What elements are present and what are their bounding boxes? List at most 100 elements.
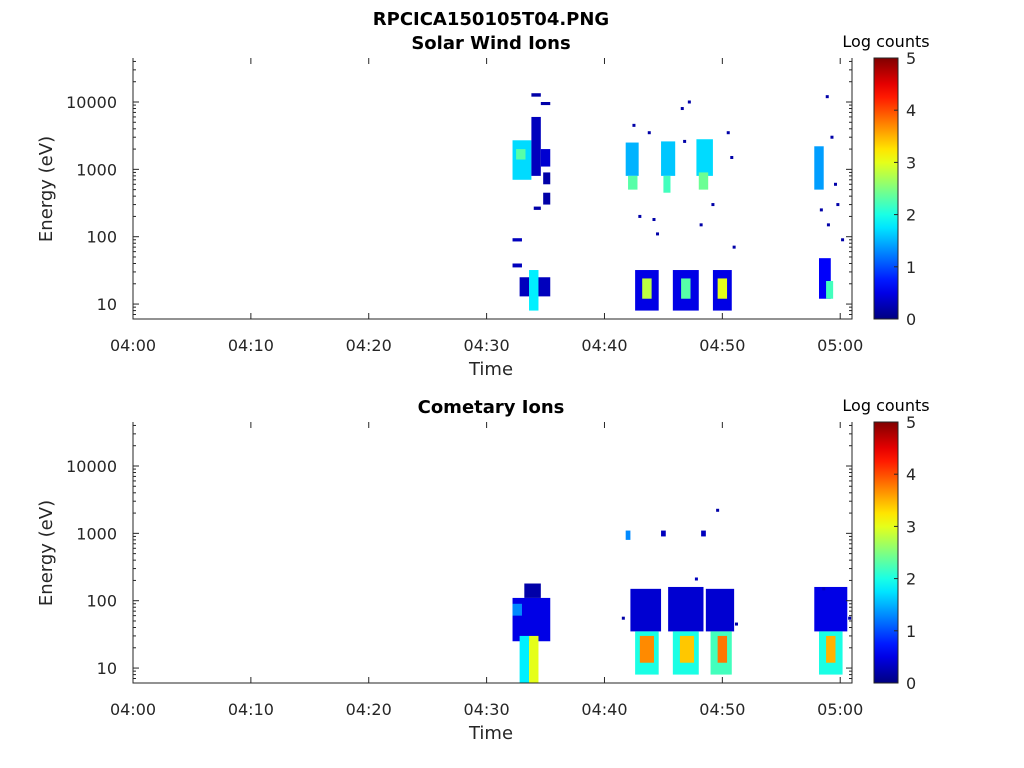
cometary-spectrogram-block <box>826 635 836 663</box>
cometary-spectrogram-point <box>716 508 720 512</box>
cometary-colorbar-tick-label: 3 <box>906 517 916 536</box>
cometary-spectrogram-point <box>848 616 852 620</box>
solar-wind-x-tick-label: 04:50 <box>699 336 745 355</box>
cometary-spectrogram-point <box>822 587 826 591</box>
cometary-colorbar-tick-label: 0 <box>906 674 916 693</box>
solar-wind-spectrogram-point <box>711 203 715 207</box>
cometary-panel: Cometary Ions 04:00 04:10 04:20 04:30 04:40 0… <box>36 396 930 744</box>
solar-wind-panel-title: Solar Wind Ions <box>411 33 570 54</box>
cometary-spectrogram-block <box>705 588 735 632</box>
cometary-plot-area: 04:00 04:10 04:20 04:30 04:40 04:50 05:0010100… <box>66 413 916 719</box>
solar-wind-colorbar-tick-label: 4 <box>906 101 916 120</box>
solar-wind-spectrogram-block <box>696 139 713 176</box>
solar-wind-spectrogram-block <box>663 175 671 193</box>
solar-wind-spectrogram-block <box>540 149 551 167</box>
cometary-x-tick-label: 04:40 <box>581 700 627 719</box>
cometary-spectrogram-block <box>679 635 695 663</box>
solar-wind-spectrogram-point <box>680 107 684 111</box>
solar-wind-spectrogram-block <box>512 238 522 242</box>
solar-wind-x-axis-label: Time <box>468 359 513 380</box>
solar-wind-spectrogram-point <box>730 155 734 159</box>
solar-wind-spectrogram-block <box>826 280 834 299</box>
solar-wind-spectrogram-block <box>543 172 551 185</box>
solar-wind-spectrogram-block <box>540 101 551 106</box>
cometary-y-tick-label: 10 <box>97 659 117 678</box>
cometary-colorbar-tick-label: 5 <box>906 413 916 432</box>
solar-wind-panel: Solar Wind Ions 04:00 04:10 04:20 04:30 04:4… <box>36 32 930 380</box>
solar-wind-spectrogram-block <box>818 258 831 299</box>
solar-wind-spectrogram-block <box>661 141 676 176</box>
cometary-x-tick-label: 04:30 <box>464 700 510 719</box>
cometary-spectrogram-point <box>621 616 625 620</box>
cometary-axes-frame <box>132 422 853 684</box>
solar-wind-colorbar-tick-label: 2 <box>906 206 916 225</box>
solar-wind-spectrogram-point <box>687 100 691 104</box>
solar-wind-spectrogram-block <box>516 149 526 160</box>
solar-wind-spectrogram-point <box>656 232 660 236</box>
solar-wind-spectrogram-block <box>681 278 691 299</box>
solar-wind-spectrogram-point <box>825 95 829 99</box>
solar-wind-spectrogram-point <box>732 245 736 249</box>
solar-wind-spectrogram-point <box>726 131 730 135</box>
solar-wind-spectrogram-point <box>841 238 845 242</box>
cometary-spectrogram-block <box>625 530 631 540</box>
solar-wind-spectrogram-point <box>632 123 636 127</box>
solar-wind-x-tick-label: 04:40 <box>581 336 627 355</box>
cometary-y-tick-label: 100 <box>86 592 117 611</box>
cometary-spectrogram-block <box>717 635 728 663</box>
cometary-spectrogram-block <box>529 635 539 683</box>
cometary-spectrogram-point <box>694 577 698 581</box>
cometary-y-tick-label: 10000 <box>66 457 117 476</box>
solar-wind-colorbar-tick-label: 5 <box>906 49 916 68</box>
solar-wind-spectrogram-point <box>652 218 656 222</box>
solar-wind-colorbar-label: Log counts <box>842 32 929 51</box>
solar-wind-colorbar-tick-label: 3 <box>906 153 916 172</box>
cometary-colorbar-label: Log counts <box>842 396 929 415</box>
solar-wind-spectrogram-point <box>699 223 703 227</box>
cometary-spectrogram-block <box>814 586 848 632</box>
solar-wind-y-tick-label: 10 <box>97 295 117 314</box>
solar-wind-spectrogram-point <box>638 214 642 218</box>
solar-wind-spectrogram-point <box>833 182 837 186</box>
solar-wind-spectrogram-block <box>512 140 532 180</box>
cometary-spectrogram-block <box>519 635 530 683</box>
solar-wind-spectrogram-point <box>647 131 651 135</box>
solar-wind-colorbar <box>873 57 899 320</box>
solar-wind-spectrogram-block <box>642 278 652 299</box>
cometary-y-axis-label: Energy (eV) <box>36 500 57 606</box>
cometary-x-tick-label: 04:50 <box>699 700 745 719</box>
solar-wind-y-tick-label: 100 <box>86 228 117 247</box>
solar-wind-spectrogram-block <box>814 146 824 190</box>
solar-wind-x-tick-label: 04:10 <box>228 336 274 355</box>
cometary-x-axis-label: Time <box>468 723 513 744</box>
solar-wind-y-axis-label: Energy (eV) <box>36 136 57 242</box>
cometary-spectrogram-block <box>668 586 704 632</box>
solar-wind-y-tick-label: 1000 <box>76 160 117 179</box>
cometary-spectrogram-block <box>661 530 666 537</box>
cometary-spectrogram-point <box>734 622 738 626</box>
solar-wind-y-tick-label: 10000 <box>66 93 117 112</box>
solar-wind-x-tick-label: 04:00 <box>110 336 156 355</box>
solar-wind-spectrogram-block <box>533 206 541 210</box>
cometary-spectrogram-block <box>512 603 522 616</box>
solar-wind-x-tick-label: 05:00 <box>817 336 863 355</box>
solar-wind-spectrogram-point <box>819 208 823 212</box>
cometary-spectrogram-block <box>524 583 541 598</box>
cometary-x-tick-label: 04:20 <box>346 700 392 719</box>
cometary-panel-title: Cometary Ions <box>418 397 565 418</box>
cometary-spectrogram-block <box>639 635 654 663</box>
solar-wind-x-tick-label: 04:30 <box>464 336 510 355</box>
solar-wind-spectrogram-block <box>531 116 541 176</box>
solar-wind-spectrogram-block <box>628 175 638 190</box>
solar-wind-x-tick-label: 04:20 <box>346 336 392 355</box>
cometary-colorbar-tick-label: 4 <box>906 465 916 484</box>
cometary-colorbar <box>873 421 899 684</box>
cometary-y-tick-label: 1000 <box>76 524 117 543</box>
solar-wind-spectrogram-point <box>683 139 687 143</box>
solar-wind-spectrogram-point <box>836 203 840 207</box>
cometary-colorbar-tick-label: 2 <box>906 570 916 589</box>
solar-wind-spectrogram-block <box>543 192 551 205</box>
figure-title: RPCICA150105T04.PNG <box>373 9 609 30</box>
solar-wind-axes-frame <box>132 58 853 320</box>
